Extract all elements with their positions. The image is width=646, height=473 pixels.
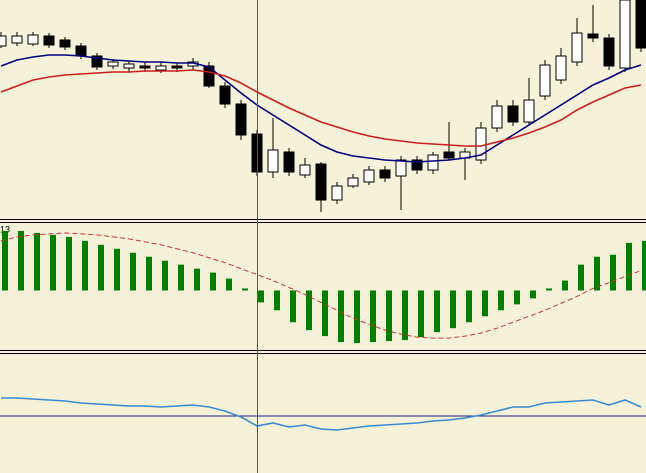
candle-body	[299, 164, 311, 176]
histogram-bar	[178, 264, 184, 291]
histogram-bar	[242, 288, 248, 291]
separators	[0, 219, 646, 354]
candle-body	[491, 105, 503, 129]
histogram-bar	[50, 234, 56, 291]
candle-body	[523, 99, 535, 123]
histogram-bar	[466, 290, 472, 323]
candle-body	[219, 85, 231, 105]
histogram-bar	[322, 290, 328, 337]
histogram-bar	[578, 264, 584, 291]
histogram-bar	[258, 290, 264, 303]
histogram-bar	[130, 252, 136, 291]
candle-body	[347, 177, 359, 187]
histogram-bar	[434, 290, 440, 333]
histogram-bar	[274, 290, 280, 311]
histogram-bar	[98, 244, 104, 291]
histogram-bar	[482, 290, 488, 317]
moving-average	[0, 54, 642, 163]
histogram-bar	[418, 290, 424, 338]
indicator-line	[1, 397, 642, 431]
histogram-bar	[370, 290, 376, 343]
histogram-bar	[66, 236, 72, 291]
candle-body	[171, 65, 183, 69]
histogram-bar	[82, 240, 88, 291]
candle-body	[363, 169, 375, 183]
histogram-bar	[498, 290, 504, 311]
candle-body	[315, 163, 327, 201]
histogram-bar	[194, 268, 200, 291]
candle-body	[331, 185, 343, 201]
histogram-bar	[354, 290, 360, 344]
candle-body	[619, 0, 631, 69]
histogram-bar	[450, 290, 456, 329]
candle-body	[43, 35, 55, 46]
candle-body	[539, 64, 551, 97]
histogram-bar	[162, 260, 168, 291]
candle-body	[395, 159, 407, 177]
candle-body	[107, 61, 119, 67]
histogram-bar	[642, 240, 646, 291]
histogram-bar	[146, 256, 152, 291]
candle-body	[443, 151, 455, 159]
histogram-bar	[306, 290, 312, 331]
candle-body	[603, 37, 615, 67]
histogram-bar	[562, 280, 568, 291]
candle-body	[379, 169, 391, 179]
candle-body	[411, 159, 423, 171]
moving-average	[0, 69, 642, 147]
indicator-label: 13	[0, 224, 10, 234]
candle-body	[235, 103, 247, 136]
histogram-bar	[402, 290, 408, 341]
candle-body	[571, 32, 583, 63]
histogram-bar	[594, 256, 600, 291]
candle-body	[139, 65, 151, 69]
histogram-bar	[2, 230, 8, 291]
candle-body	[267, 149, 279, 173]
histogram-bar	[514, 290, 520, 305]
histogram-bar	[290, 290, 296, 323]
candle-body	[283, 151, 295, 173]
candle-body	[59, 39, 71, 48]
histogram-bar	[546, 288, 552, 291]
histogram-bar	[34, 232, 40, 291]
candle-body	[155, 65, 167, 71]
candle-body	[0, 35, 7, 47]
candle-body	[507, 105, 519, 123]
histogram-bar	[610, 254, 616, 291]
histogram-bar	[18, 230, 24, 291]
candle-body	[91, 55, 103, 68]
candle-body	[203, 65, 215, 87]
histogram-bar	[226, 278, 232, 291]
candle-body	[27, 34, 39, 45]
candle-body	[75, 45, 87, 57]
candle-body	[635, 0, 646, 49]
candle-body	[427, 154, 439, 171]
candle-body	[587, 33, 599, 39]
histogram-bar	[338, 290, 344, 343]
histogram-bar	[626, 242, 632, 291]
histogram-bar	[530, 290, 536, 299]
candle-body	[123, 63, 135, 69]
histogram-bar	[386, 290, 392, 342]
histogram-bar	[114, 248, 120, 291]
signal-line	[0, 232, 642, 339]
histogram-bar	[210, 272, 216, 291]
candle-body	[555, 55, 567, 81]
candle-body	[11, 35, 23, 44]
